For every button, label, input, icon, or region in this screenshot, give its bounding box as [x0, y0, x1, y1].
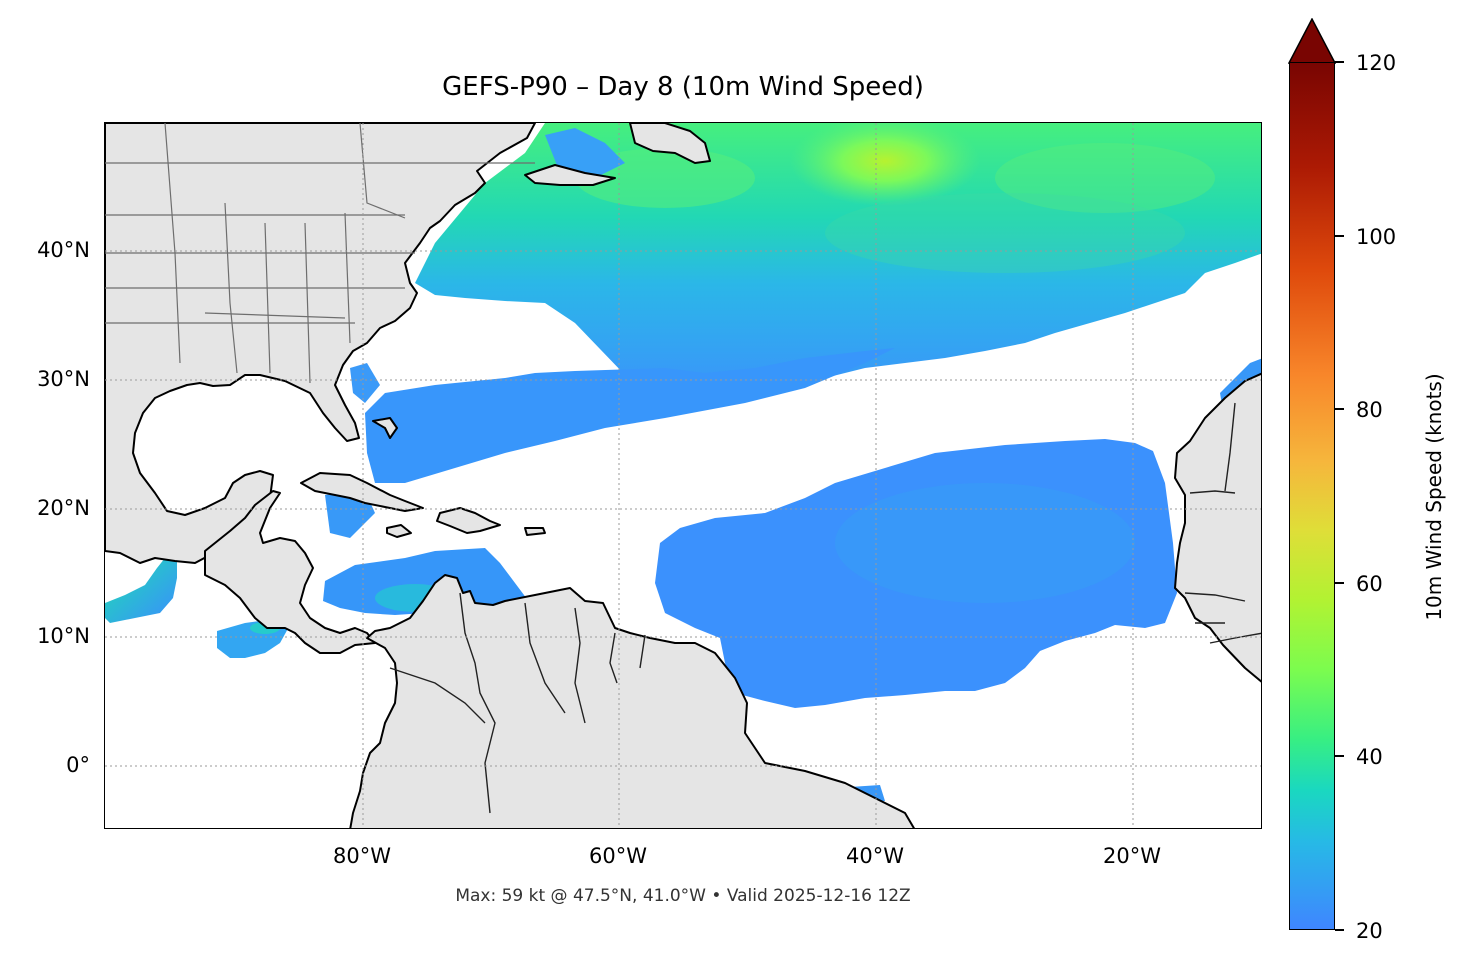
- lat-label-10n: 10°N: [37, 624, 90, 648]
- colorbar-tick: [1335, 929, 1344, 931]
- wind-field-tehuantepec: [105, 558, 177, 623]
- lat-label-0: 0°: [66, 753, 90, 777]
- colorbar-label-60: 60: [1356, 572, 1383, 596]
- colorbar-label-100: 100: [1356, 225, 1397, 249]
- lon-label-20w: 20°W: [1103, 844, 1161, 868]
- colorbar-tick: [1335, 582, 1344, 584]
- lon-label-40w: 40°W: [846, 844, 904, 868]
- land-masses: [105, 123, 1261, 828]
- colorbar-title: 10m Wind Speed (knots): [1422, 373, 1446, 621]
- lat-label-40n: 40°N: [37, 238, 90, 262]
- wind-field-subtropical: [365, 348, 895, 483]
- colorbar-label-40: 40: [1356, 745, 1383, 769]
- land-hispaniola: [436, 507, 501, 534]
- wind-max-core: [790, 123, 980, 206]
- colorbar-tick: [1335, 408, 1344, 410]
- colorbar: [1289, 62, 1335, 930]
- map-plot-area[interactable]: [104, 122, 1262, 829]
- max-value-caption: Max: 59 kt @ 47.5°N, 41.0°W • Valid 2025…: [455, 886, 911, 906]
- colorbar-tick: [1335, 235, 1344, 237]
- colorbar-label-20: 20: [1356, 919, 1383, 943]
- chart-title: GEFS-P90 – Day 8 (10m Wind Speed): [442, 72, 924, 102]
- wind-field-eastern-tropical: [655, 439, 1177, 708]
- lat-label-20n: 20°N: [37, 496, 90, 520]
- colorbar-tick: [1335, 61, 1344, 63]
- colorbar-label-120: 120: [1356, 51, 1397, 75]
- colorbar-tick: [1335, 755, 1344, 757]
- lon-label-80w: 80°W: [333, 844, 391, 868]
- colorbar-label-80: 80: [1356, 398, 1383, 422]
- lat-label-30n: 30°N: [37, 367, 90, 391]
- map-canvas: [105, 123, 1261, 828]
- colorbar-extend-arrow-icon: [1288, 18, 1336, 64]
- land-africa: [1174, 372, 1261, 683]
- land-central-america: [204, 490, 376, 654]
- land-cuba: [300, 472, 424, 512]
- land-south-america: [349, 574, 915, 828]
- gridlines: [105, 123, 1261, 828]
- country-borders: [389, 402, 1261, 814]
- lon-label-60w: 60°W: [589, 844, 647, 868]
- state-borders: [105, 123, 535, 384]
